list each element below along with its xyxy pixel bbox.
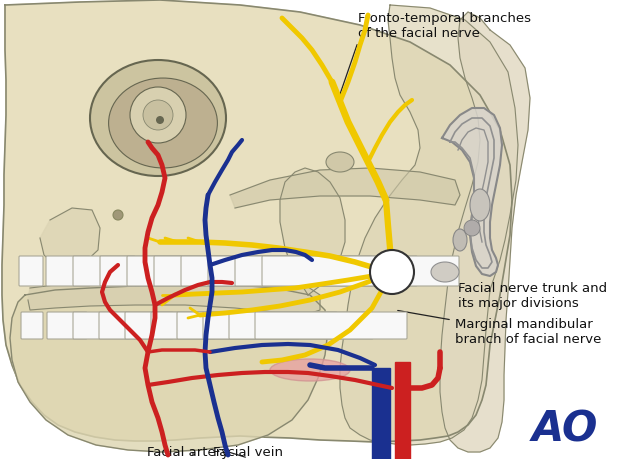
Circle shape bbox=[464, 220, 480, 236]
FancyBboxPatch shape bbox=[73, 312, 130, 339]
Circle shape bbox=[113, 210, 123, 220]
FancyBboxPatch shape bbox=[181, 256, 325, 286]
Text: Facial vein: Facial vein bbox=[213, 446, 283, 459]
Circle shape bbox=[130, 87, 186, 143]
Polygon shape bbox=[372, 368, 390, 459]
FancyBboxPatch shape bbox=[229, 312, 373, 339]
Circle shape bbox=[370, 250, 414, 294]
Circle shape bbox=[156, 116, 164, 124]
FancyBboxPatch shape bbox=[262, 256, 459, 286]
FancyBboxPatch shape bbox=[99, 312, 173, 339]
Polygon shape bbox=[340, 5, 518, 445]
FancyBboxPatch shape bbox=[127, 256, 229, 286]
Ellipse shape bbox=[108, 78, 218, 168]
Ellipse shape bbox=[326, 152, 354, 172]
FancyBboxPatch shape bbox=[151, 312, 258, 339]
FancyBboxPatch shape bbox=[19, 256, 43, 286]
FancyBboxPatch shape bbox=[73, 256, 135, 286]
Polygon shape bbox=[28, 278, 320, 315]
Polygon shape bbox=[280, 168, 345, 295]
Polygon shape bbox=[2, 0, 512, 442]
FancyBboxPatch shape bbox=[100, 256, 182, 286]
Polygon shape bbox=[230, 168, 460, 208]
Ellipse shape bbox=[431, 262, 459, 282]
FancyBboxPatch shape bbox=[255, 312, 407, 339]
Text: Facial artery: Facial artery bbox=[147, 446, 229, 459]
Polygon shape bbox=[40, 208, 100, 268]
Text: Facial nerve trunk and
its major divisions: Facial nerve trunk and its major divisio… bbox=[458, 282, 607, 310]
FancyBboxPatch shape bbox=[203, 312, 337, 339]
FancyBboxPatch shape bbox=[177, 312, 299, 339]
FancyBboxPatch shape bbox=[125, 312, 215, 339]
Ellipse shape bbox=[470, 189, 490, 221]
FancyBboxPatch shape bbox=[46, 256, 90, 286]
Polygon shape bbox=[10, 285, 328, 452]
FancyBboxPatch shape bbox=[154, 256, 276, 286]
FancyBboxPatch shape bbox=[208, 256, 372, 286]
Ellipse shape bbox=[270, 359, 350, 381]
Text: Marginal mandibular
branch of facial nerve: Marginal mandibular branch of facial ner… bbox=[455, 318, 601, 346]
FancyBboxPatch shape bbox=[21, 312, 43, 339]
Text: AO: AO bbox=[532, 409, 598, 451]
Ellipse shape bbox=[90, 60, 226, 176]
Polygon shape bbox=[442, 108, 502, 276]
FancyBboxPatch shape bbox=[47, 312, 87, 339]
Ellipse shape bbox=[453, 229, 467, 251]
Circle shape bbox=[143, 100, 173, 130]
Polygon shape bbox=[440, 12, 530, 452]
Polygon shape bbox=[395, 362, 410, 459]
Text: Fronto-temporal branches
of the facial nerve: Fronto-temporal branches of the facial n… bbox=[358, 12, 531, 40]
FancyBboxPatch shape bbox=[235, 256, 417, 286]
